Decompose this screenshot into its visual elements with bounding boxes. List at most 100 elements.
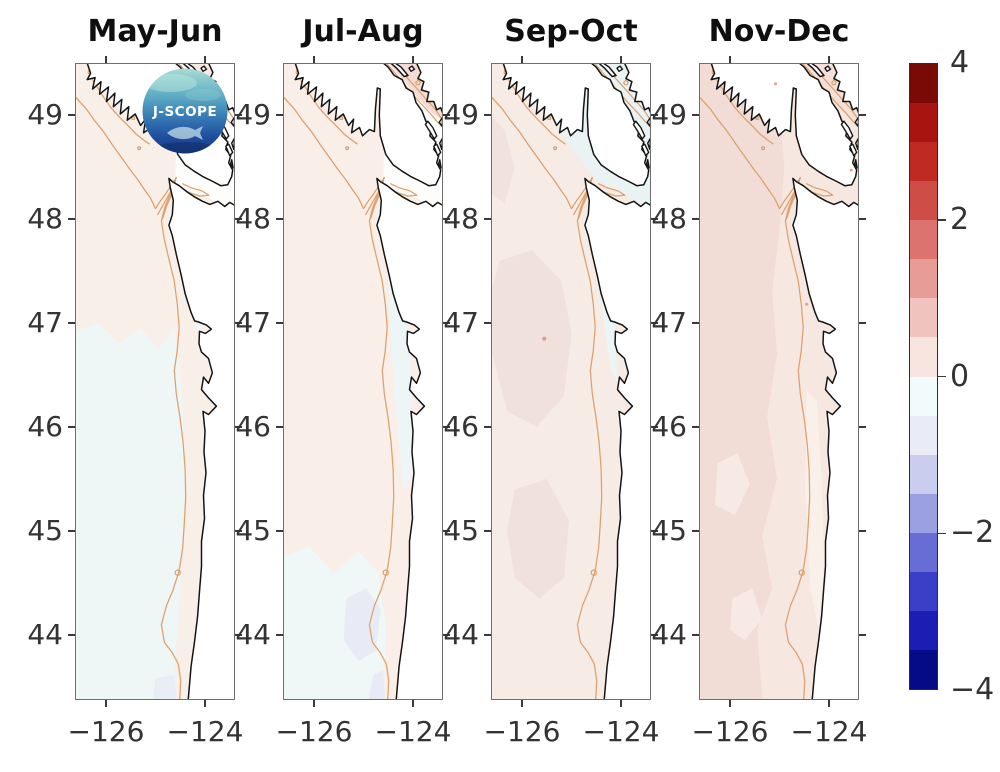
y-tick-mark [484,634,491,636]
y-tick-mark [692,634,699,636]
y-tick-label: 46 [443,410,479,443]
y-tick-mark [443,218,450,220]
y-tick-mark [276,634,283,636]
x-tick-mark [620,56,622,63]
y-tick-mark [68,530,75,532]
y-tick-label: 45 [27,514,63,547]
y-tick-label: 46 [27,410,63,443]
y-tick-label: 49 [235,98,271,131]
y-tick-label: 49 [27,98,63,131]
colorbar-segment [910,298,937,338]
y-tick-mark [443,530,450,532]
y-tick-mark [859,426,866,428]
x-tick-label: −124 [790,715,868,748]
y-tick-mark [692,530,699,532]
x-tick-mark [412,56,414,63]
colorbar-segment [910,220,937,260]
y-tick-label: 49 [443,98,479,131]
colorbar-tick-label: 0 [950,358,970,394]
y-tick-mark [68,218,75,220]
y-tick-mark [443,322,450,324]
colorbar-segment [910,259,937,299]
y-tick-label: 45 [235,514,271,547]
colorbar-segment [910,142,937,182]
map-svg: J-SCOPE [75,63,235,700]
y-tick-mark [235,530,242,532]
x-tick-mark [313,700,315,707]
colorbar-segment [910,454,937,494]
x-tick-mark [828,700,830,707]
y-tick-mark [276,322,283,324]
y-tick-mark [484,530,491,532]
map-svg [491,63,651,700]
x-tick-label: −126 [275,715,353,748]
colorbar-tick-mark [938,532,946,534]
colorbar-segment [910,493,937,533]
y-tick-label: 48 [443,202,479,235]
colorbar-tick-mark [938,375,946,378]
x-tick-mark [521,700,523,707]
x-tick-label: −126 [67,715,145,748]
y-tick-label: 47 [27,306,63,339]
y-tick-mark [692,426,699,428]
y-tick-mark [443,114,450,116]
x-tick-label: −124 [374,715,452,748]
x-tick-mark [313,56,315,63]
map-panel-nov-dec [699,63,859,700]
x-tick-mark [204,700,206,707]
y-tick-mark [651,634,658,636]
y-tick-label: 44 [651,618,687,651]
y-tick-mark [859,530,866,532]
jscope-logo-text: J-SCOPE [152,104,217,120]
y-tick-mark [68,114,75,116]
y-tick-mark [692,322,699,324]
y-tick-label: 47 [443,306,479,339]
y-tick-mark [68,634,75,636]
y-tick-mark [859,322,866,324]
x-tick-mark [620,700,622,707]
y-tick-label: 44 [443,618,479,651]
y-tick-label: 46 [235,410,271,443]
y-tick-label: 44 [27,618,63,651]
colorbar-segment [910,649,937,689]
panel-title-nov-dec: Nov-Dec [708,14,850,49]
x-tick-mark [412,700,414,707]
y-tick-mark [692,114,699,116]
y-tick-mark [651,530,658,532]
map-svg [699,63,859,700]
colorbar-tick-label: 4 [950,45,970,80]
x-tick-mark [204,56,206,63]
x-tick-label: −126 [691,715,769,748]
y-tick-mark [692,218,699,220]
y-tick-mark [859,634,866,636]
y-tick-mark [443,426,450,428]
panel-title-sep-oct: Sep-Oct [504,14,638,49]
y-tick-mark [276,114,283,116]
x-tick-label: −124 [166,715,244,748]
colorbar-segment [910,532,937,572]
y-tick-mark [484,426,491,428]
y-tick-mark [235,634,242,636]
y-tick-mark [651,322,658,324]
y-tick-mark [651,114,658,116]
y-tick-mark [859,218,866,220]
colorbar-segment [910,610,937,650]
x-tick-mark [105,700,107,707]
map-panel-sep-oct [491,63,651,700]
y-tick-mark [651,426,658,428]
y-tick-label: 45 [651,514,687,547]
y-tick-mark [235,114,242,116]
x-tick-mark [828,56,830,63]
colorbar-segment [910,376,937,416]
y-tick-label: 47 [235,306,271,339]
y-tick-label: 48 [651,202,687,235]
y-tick-mark [443,634,450,636]
x-tick-label: −124 [582,715,660,748]
panel-title-jul-aug: Jul-Aug [302,14,424,49]
colorbar-tick-label: −2 [950,515,995,551]
y-tick-label: 48 [27,202,63,235]
y-tick-label: 46 [651,410,687,443]
y-tick-mark [235,218,242,220]
x-tick-mark [729,700,731,707]
y-tick-mark [484,218,491,220]
